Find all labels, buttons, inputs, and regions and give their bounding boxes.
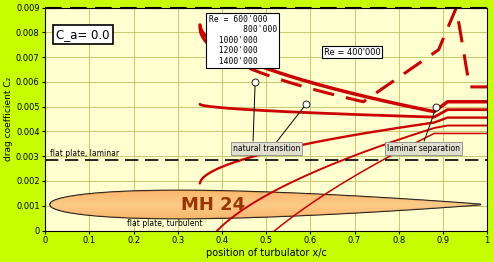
Polygon shape xyxy=(67,212,370,213)
Polygon shape xyxy=(52,207,445,208)
Text: laminar separation: laminar separation xyxy=(387,144,459,153)
Polygon shape xyxy=(63,197,387,198)
Polygon shape xyxy=(86,215,317,216)
Polygon shape xyxy=(127,218,242,219)
Polygon shape xyxy=(59,198,403,199)
Polygon shape xyxy=(59,210,403,211)
Polygon shape xyxy=(52,201,445,202)
X-axis label: position of turbulator x/c: position of turbulator x/c xyxy=(206,248,327,258)
Polygon shape xyxy=(51,205,472,206)
Polygon shape xyxy=(54,200,432,201)
Polygon shape xyxy=(109,217,271,218)
Text: Re = 400'000: Re = 400'000 xyxy=(324,48,380,57)
Text: C_a= 0.0: C_a= 0.0 xyxy=(56,28,110,41)
Polygon shape xyxy=(96,216,295,217)
Polygon shape xyxy=(50,204,481,205)
Polygon shape xyxy=(56,199,417,200)
Text: natural transition: natural transition xyxy=(233,144,300,153)
Y-axis label: drag coefficient C₂: drag coefficient C₂ xyxy=(4,77,13,161)
Polygon shape xyxy=(56,209,417,210)
Polygon shape xyxy=(50,190,481,219)
Polygon shape xyxy=(67,196,370,197)
Polygon shape xyxy=(54,208,432,209)
Polygon shape xyxy=(72,195,353,196)
Text: Re = 600'000
       800'000
  1000'000
  1200'000
  1400'000: Re = 600'000 800'000 1000'000 1200'000 1… xyxy=(209,15,277,66)
Polygon shape xyxy=(51,202,459,203)
Polygon shape xyxy=(79,214,336,215)
Polygon shape xyxy=(51,206,459,207)
Text: MH 24: MH 24 xyxy=(181,195,245,214)
Polygon shape xyxy=(96,192,295,193)
Polygon shape xyxy=(51,203,472,204)
Text: flat plate, laminar: flat plate, laminar xyxy=(50,149,119,158)
Polygon shape xyxy=(127,190,242,191)
Polygon shape xyxy=(79,194,336,195)
Polygon shape xyxy=(109,191,271,192)
Polygon shape xyxy=(86,193,317,194)
Polygon shape xyxy=(72,213,353,214)
Polygon shape xyxy=(63,211,387,212)
Text: flat plate, turbulent: flat plate, turbulent xyxy=(127,220,203,228)
